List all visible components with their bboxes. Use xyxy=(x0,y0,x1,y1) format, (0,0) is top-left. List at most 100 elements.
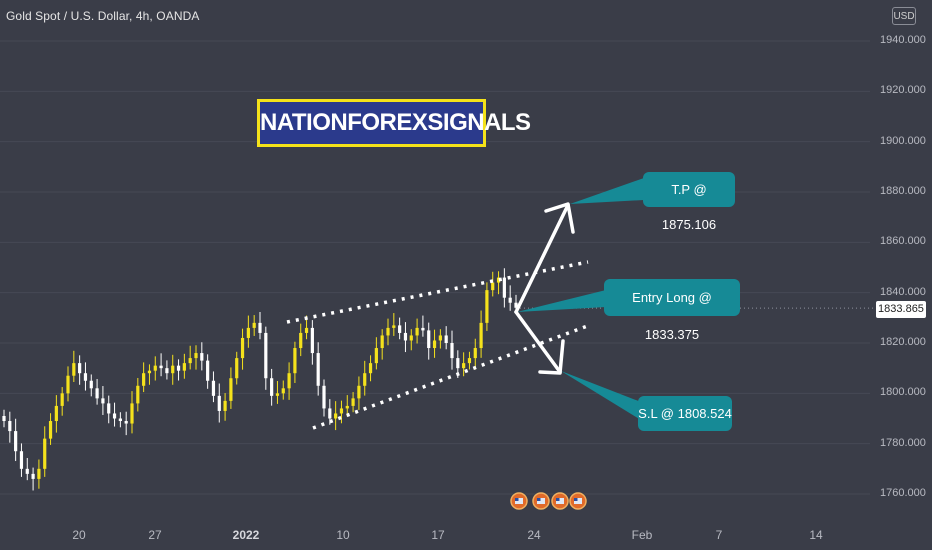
candle xyxy=(19,451,24,469)
candle xyxy=(398,325,402,333)
y-tick-label: 1920.000 xyxy=(880,84,926,97)
candle xyxy=(432,340,437,349)
y-tick-label: 1760.000 xyxy=(880,487,926,499)
candle xyxy=(403,332,408,341)
candle xyxy=(444,335,448,343)
candle xyxy=(502,277,506,298)
candle xyxy=(8,421,12,432)
x-tick-label: 2022 xyxy=(232,528,260,542)
candle xyxy=(159,365,163,369)
candle xyxy=(351,398,355,406)
candle xyxy=(456,358,460,369)
candle xyxy=(118,418,122,422)
tp-arrow-line xyxy=(514,203,570,314)
x-tick-label: 17 xyxy=(431,528,445,542)
candle xyxy=(14,431,18,452)
candle xyxy=(78,363,82,374)
candle xyxy=(363,373,367,386)
candle xyxy=(415,327,419,336)
candle xyxy=(25,468,29,474)
candle xyxy=(374,348,378,364)
event-flag-icon xyxy=(574,498,582,504)
candle xyxy=(229,378,233,401)
candle xyxy=(467,358,472,364)
chart-title: Gold Spot / U.S. Dollar, 4h, OANDA xyxy=(6,9,200,23)
candle xyxy=(31,473,35,479)
candle xyxy=(89,380,93,389)
candle xyxy=(217,395,221,411)
entry-callout: Entry Long @ 1833.375 xyxy=(604,279,740,342)
x-tick-label: 14 xyxy=(809,528,823,542)
candle xyxy=(101,398,105,404)
candle xyxy=(479,322,483,349)
y-tick-label: 1880.000 xyxy=(880,185,926,197)
candle xyxy=(281,388,285,394)
candle xyxy=(112,413,117,419)
candle xyxy=(83,373,88,381)
channel-upper-line xyxy=(286,260,589,324)
candle xyxy=(60,393,64,406)
y-tick-label: 1900.000 xyxy=(880,134,926,147)
event-flag-icon xyxy=(515,498,523,504)
event-flag-icon xyxy=(574,498,578,501)
x-tick-label: 20 xyxy=(72,528,86,542)
candle xyxy=(514,302,518,308)
sl-arrow-line xyxy=(514,310,562,374)
event-flag-icon xyxy=(515,498,519,501)
candle xyxy=(147,370,152,374)
candle xyxy=(107,403,111,414)
x-tick-label: 7 xyxy=(715,528,723,542)
candle xyxy=(252,322,256,328)
candle xyxy=(258,322,262,333)
candle xyxy=(211,380,216,396)
x-tick-label: 10 xyxy=(336,528,350,542)
take-profit-callout: T.P @ 1875.106 xyxy=(643,172,735,232)
candle xyxy=(345,405,349,409)
candle xyxy=(240,337,245,359)
candle xyxy=(310,327,314,354)
candle xyxy=(322,385,326,409)
candle xyxy=(462,363,466,369)
sl-callout-pointer xyxy=(561,371,641,420)
tp-arrow-head xyxy=(544,202,575,234)
candle xyxy=(357,385,361,399)
candle xyxy=(491,282,495,291)
candle xyxy=(275,393,280,396)
sl-arrow-head xyxy=(538,339,565,375)
candle xyxy=(130,403,134,424)
stop-loss-callout: S.L @ 1808.524 xyxy=(638,396,732,431)
candle xyxy=(392,325,396,328)
entry-callout-pointer xyxy=(517,290,606,312)
x-tick-label: 27 xyxy=(148,528,162,542)
watermark-banner: NATIONFOREXSIGNALS xyxy=(257,99,531,147)
tp-callout-pointer xyxy=(570,178,644,204)
candle xyxy=(206,360,210,381)
candle xyxy=(264,332,268,379)
candle xyxy=(182,363,186,371)
candle xyxy=(66,375,70,394)
candle xyxy=(223,400,227,411)
candle xyxy=(421,327,425,331)
candle xyxy=(380,335,384,349)
candle xyxy=(368,363,373,374)
candle xyxy=(328,408,332,419)
y-tick-label: 1840.000 xyxy=(880,285,926,298)
candle xyxy=(334,413,338,419)
candle xyxy=(508,297,512,303)
candle xyxy=(124,421,128,424)
candle xyxy=(95,388,99,399)
candle xyxy=(339,408,344,414)
candle xyxy=(386,327,390,336)
candle xyxy=(142,373,146,386)
candle xyxy=(2,415,6,422)
candle xyxy=(43,438,47,469)
candle xyxy=(299,332,303,349)
candle xyxy=(496,277,501,283)
candle xyxy=(246,327,250,338)
event-flag-icon xyxy=(537,498,545,504)
currency-button[interactable]: USD xyxy=(892,7,916,25)
candle xyxy=(200,353,204,361)
candle xyxy=(235,358,239,379)
candle xyxy=(316,353,320,386)
